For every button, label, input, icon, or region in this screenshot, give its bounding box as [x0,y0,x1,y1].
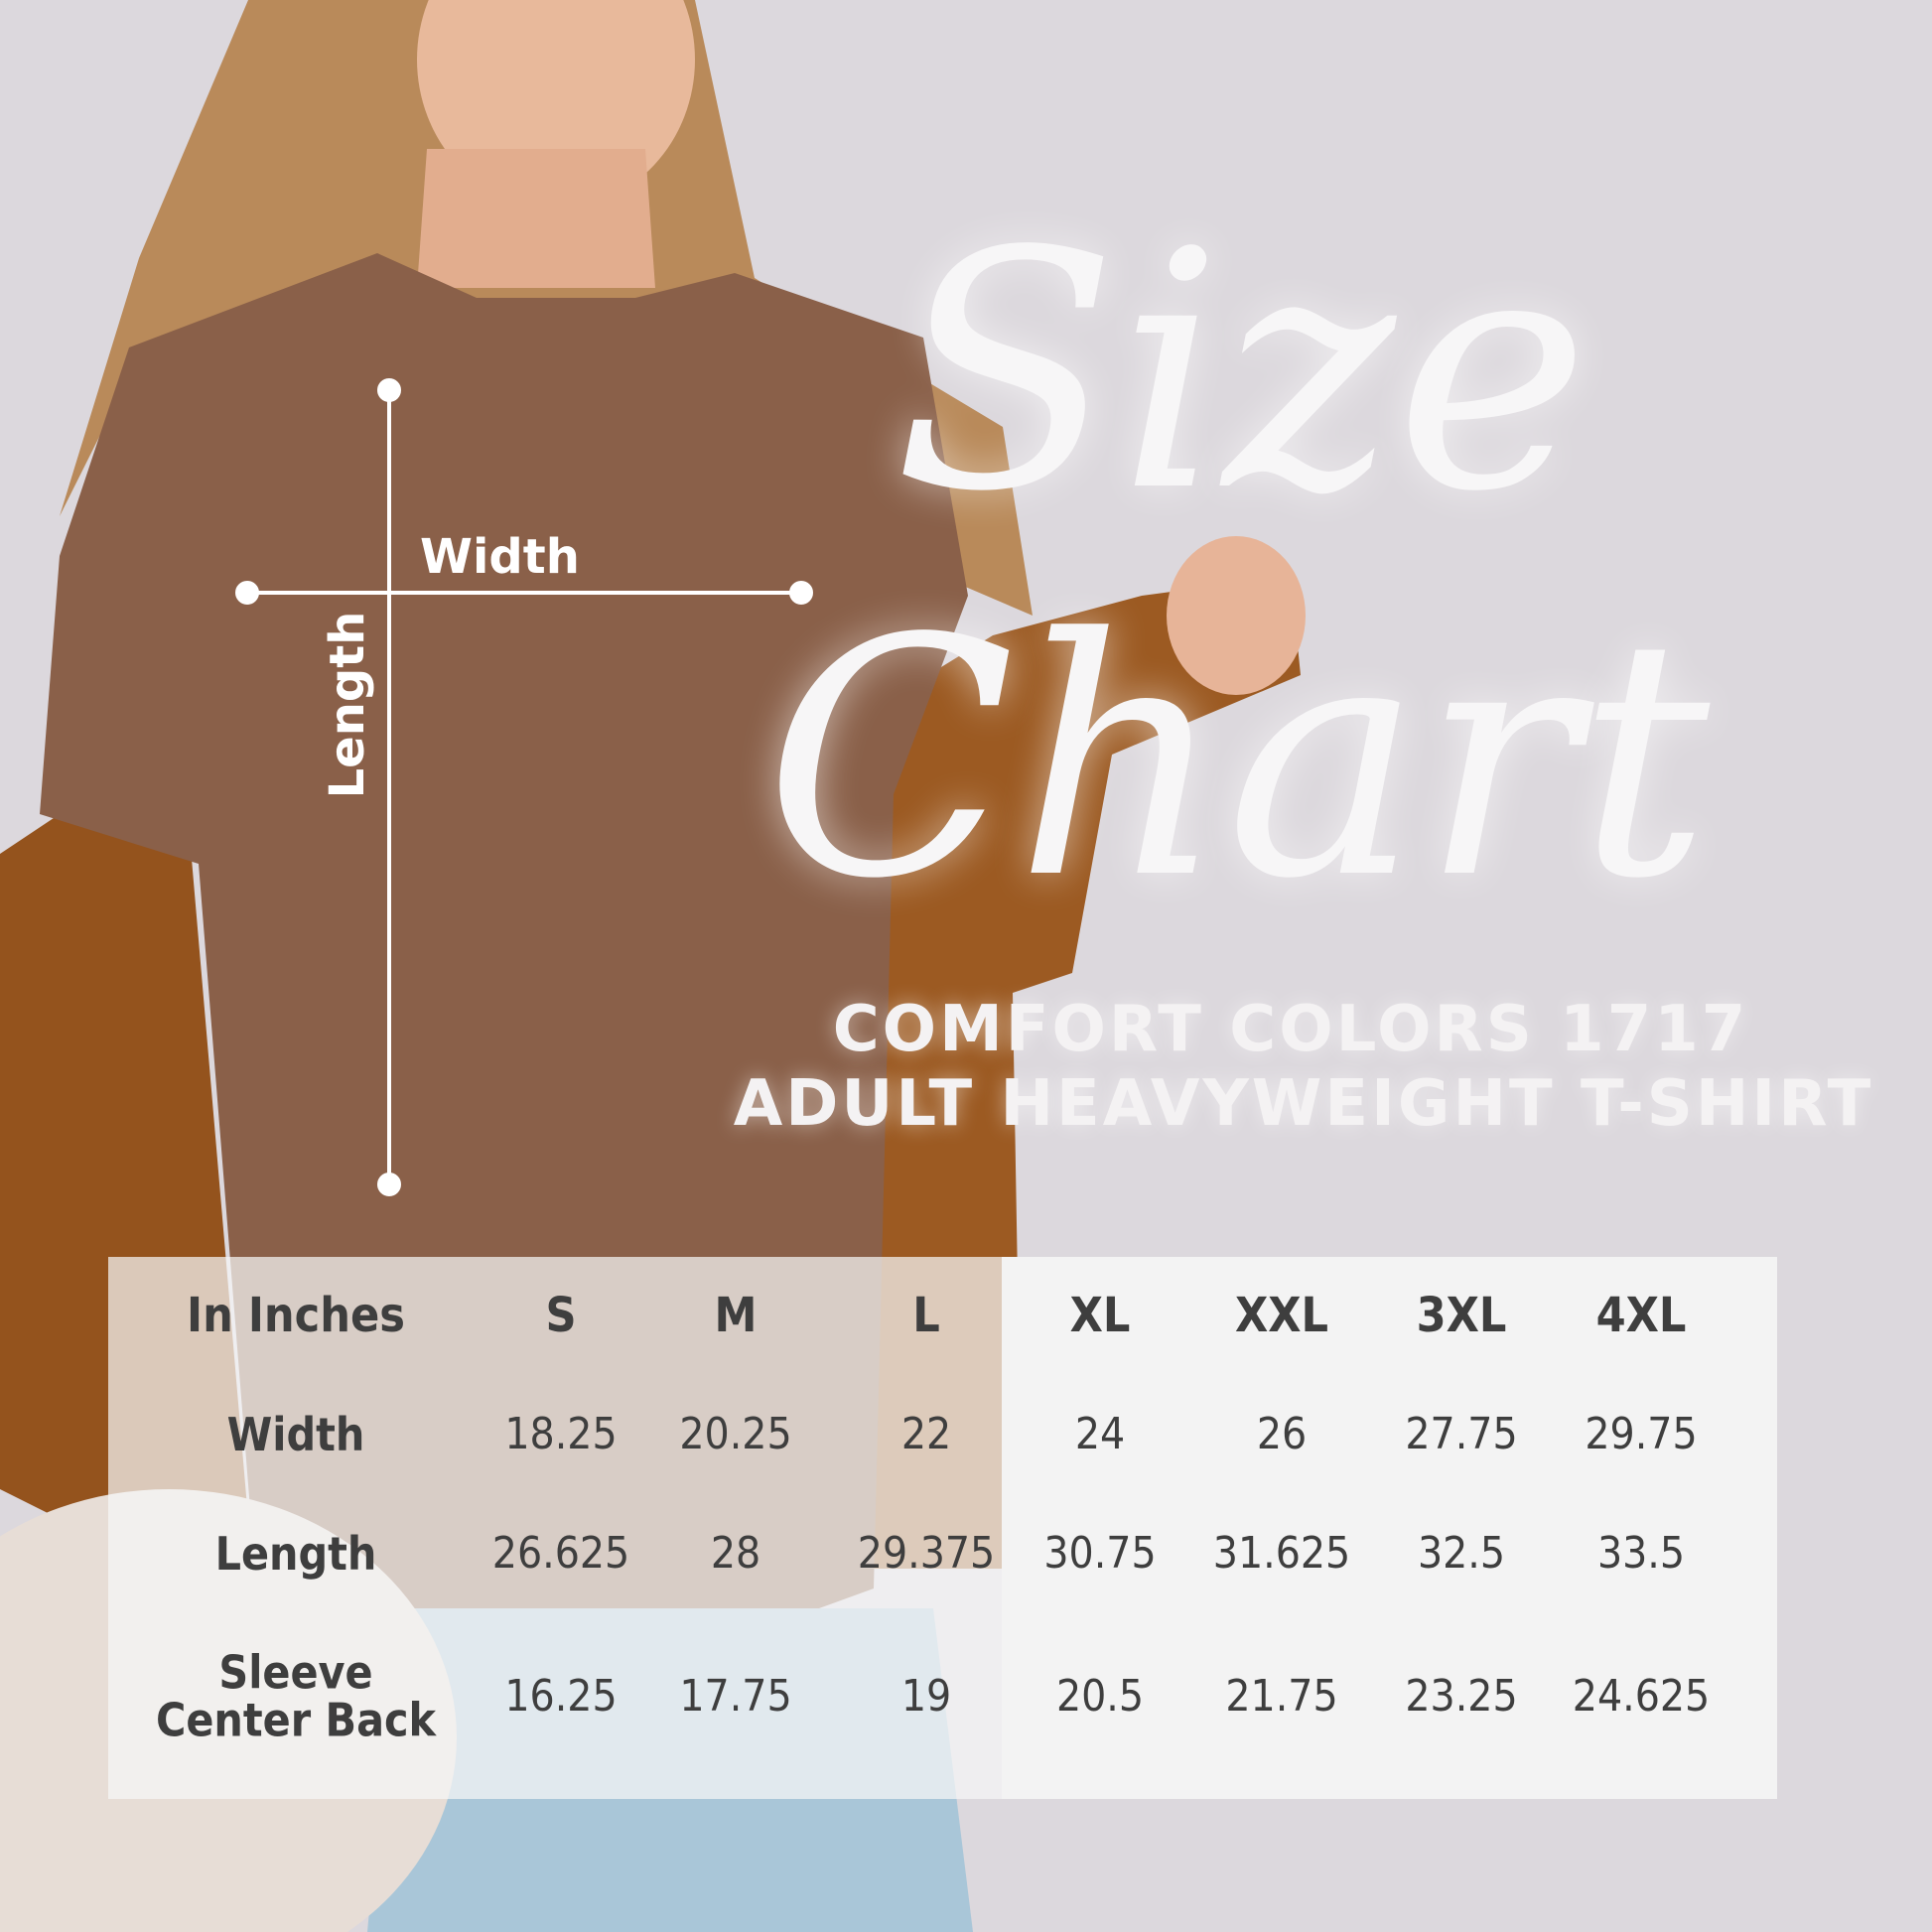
table-cell: 33.5 [1596,1527,1686,1579]
table-cell: 26 [1256,1408,1308,1459]
table-cell: 19 [900,1670,952,1722]
width-measure-label: Width [420,529,580,585]
table-cell: 22 [900,1408,952,1459]
size-header: XL [1069,1287,1131,1343]
table-cell: 26.625 [491,1527,630,1579]
table-cell: 16.25 [504,1670,618,1722]
table-cell: 20.25 [679,1408,792,1459]
row-label-sleeve-line1: Sleeve [218,1645,373,1700]
neck [417,149,655,288]
row-label-sleeve-line2: Center Back [155,1694,437,1747]
table-cell: 17.75 [679,1670,792,1722]
table-cell: 32.5 [1417,1527,1506,1579]
row-label-length: Length [214,1526,377,1581]
table-cell: 21.75 [1225,1670,1338,1722]
width-measure-line [235,581,813,605]
table-cell: 27.75 [1405,1408,1518,1459]
hand [1167,536,1306,695]
table-cell: 28 [710,1527,761,1579]
size-header: L [912,1287,940,1343]
size-header: S [545,1287,577,1343]
length-measure-label: Length [320,611,375,799]
size-chart-table: In Inches S M L XL XXL 3XL 4XL Width 18.… [108,1257,1777,1799]
size-header: M [714,1287,758,1343]
table-cell: 29.375 [857,1527,996,1579]
subtitle-product: ADULT HEAVYWEIGHT T-SHIRT [733,1067,1874,1141]
table-cell: 31.625 [1212,1527,1351,1579]
table-cell: 20.5 [1055,1670,1145,1722]
size-header: 3XL [1416,1287,1507,1343]
length-measure-line [377,378,401,1196]
title-size: Size [894,182,1589,563]
table-cell: 29.75 [1585,1408,1698,1459]
size-header: XXL [1234,1287,1329,1343]
table-cell: 24.625 [1572,1670,1711,1722]
table-cell: 18.25 [504,1408,618,1459]
table-cell: 23.25 [1405,1670,1518,1722]
row-label-width: Width [226,1407,365,1461]
row-label-sleeve: Sleeve Center Back [155,1645,437,1747]
size-header: 4XL [1595,1287,1687,1343]
subtitle-brand: COMFORT COLORS 1717 [832,993,1749,1066]
unit-header: In Inches [187,1287,405,1343]
title-chart: Chart [764,569,1711,950]
table-cell: 24 [1074,1408,1126,1459]
table-cell: 30.75 [1043,1527,1157,1579]
